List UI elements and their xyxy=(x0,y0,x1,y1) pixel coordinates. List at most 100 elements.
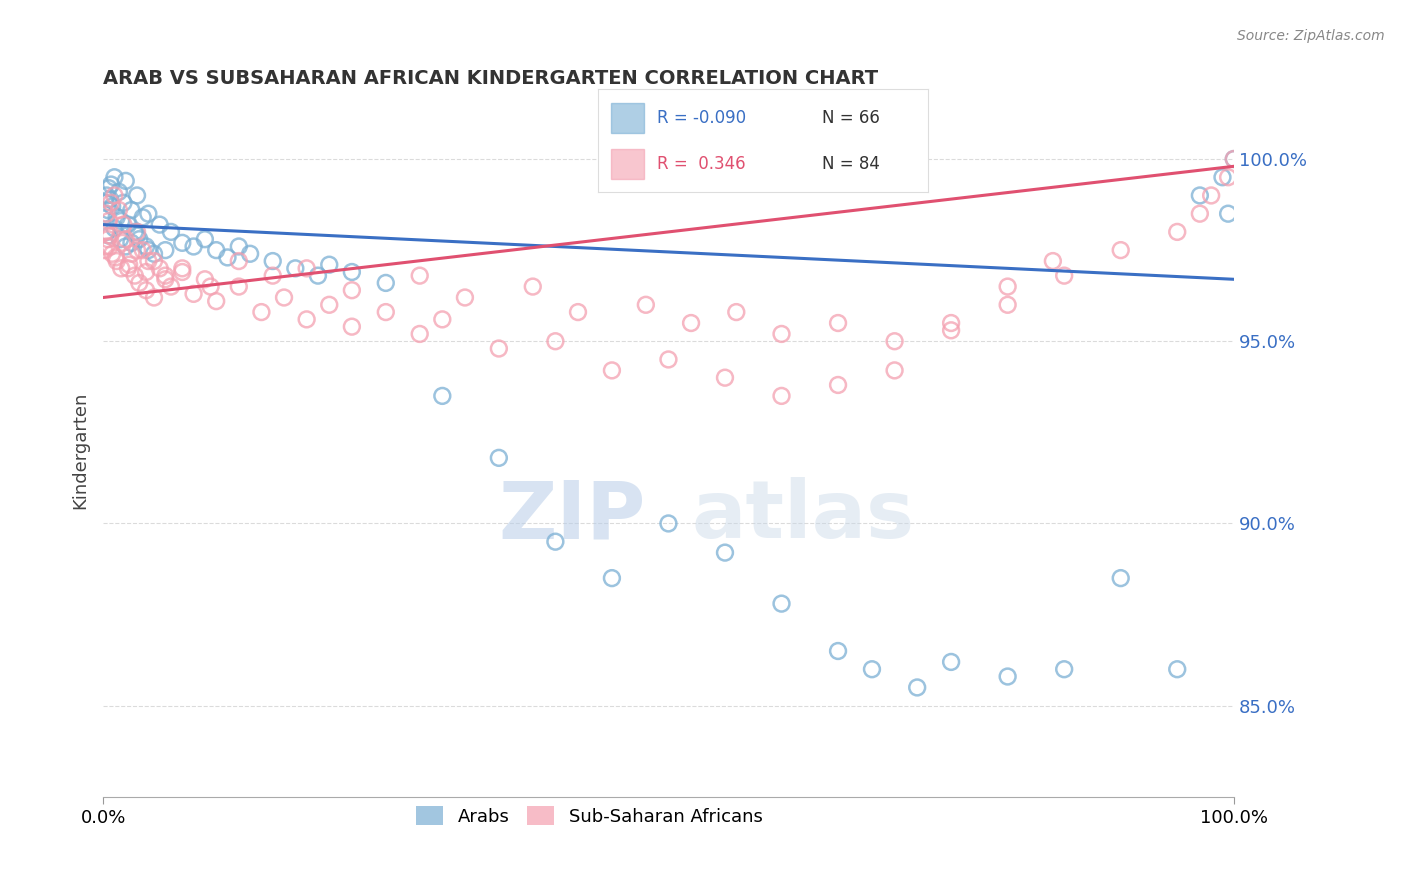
Point xyxy=(128,232,150,246)
Point xyxy=(217,251,239,265)
Point xyxy=(228,254,250,268)
Point xyxy=(657,516,679,531)
Point xyxy=(194,272,217,286)
Point xyxy=(1053,268,1076,283)
Point xyxy=(125,243,148,257)
Point xyxy=(120,246,142,260)
Point xyxy=(143,291,166,305)
Point xyxy=(112,218,135,232)
Point xyxy=(97,202,120,217)
Point xyxy=(827,378,849,392)
Point xyxy=(114,174,136,188)
Point xyxy=(105,211,128,225)
Point xyxy=(105,254,128,268)
Point xyxy=(96,207,118,221)
Point xyxy=(98,192,121,206)
Point xyxy=(939,323,962,337)
Point xyxy=(128,276,150,290)
Point xyxy=(117,261,139,276)
Point xyxy=(432,389,454,403)
Y-axis label: Kindergarten: Kindergarten xyxy=(72,392,89,509)
Point xyxy=(1042,254,1064,268)
Point xyxy=(262,268,284,283)
Point xyxy=(905,681,928,695)
Point xyxy=(110,214,132,228)
Point xyxy=(1188,207,1211,221)
Point xyxy=(110,261,132,276)
Legend: Arabs, Sub-Saharan Africans: Arabs, Sub-Saharan Africans xyxy=(409,799,770,833)
Point xyxy=(98,239,121,253)
Point xyxy=(108,185,131,199)
Point xyxy=(409,326,432,341)
Point xyxy=(544,334,567,349)
Point xyxy=(103,170,125,185)
Point xyxy=(318,258,340,272)
Point xyxy=(273,291,295,305)
Point xyxy=(93,207,115,221)
Point xyxy=(108,232,131,246)
Point xyxy=(118,258,141,272)
Point xyxy=(770,389,793,403)
Point xyxy=(155,272,177,286)
Point xyxy=(250,305,273,319)
Text: atlas: atlas xyxy=(692,477,914,555)
Point xyxy=(120,202,142,217)
Point xyxy=(725,305,748,319)
Point xyxy=(295,261,318,276)
Point xyxy=(1223,152,1246,166)
Point xyxy=(997,298,1019,312)
Point xyxy=(1166,662,1188,676)
Point xyxy=(100,178,122,192)
Point xyxy=(114,232,136,246)
Point xyxy=(295,312,318,326)
Point xyxy=(97,228,120,243)
Point xyxy=(860,662,883,676)
Point xyxy=(340,283,363,297)
Text: Source: ZipAtlas.com: Source: ZipAtlas.com xyxy=(1237,29,1385,43)
Text: ARAB VS SUBSAHARAN AFRICAN KINDERGARTEN CORRELATION CHART: ARAB VS SUBSAHARAN AFRICAN KINDERGARTEN … xyxy=(103,69,879,87)
Point xyxy=(125,228,148,243)
Point xyxy=(681,316,703,330)
Point xyxy=(111,235,134,250)
Point xyxy=(97,214,120,228)
Point xyxy=(600,571,623,585)
Point xyxy=(103,188,125,202)
Point xyxy=(997,669,1019,683)
Point xyxy=(340,319,363,334)
Point xyxy=(262,254,284,268)
Point xyxy=(124,225,146,239)
Point xyxy=(307,268,329,283)
Point xyxy=(183,286,205,301)
Point xyxy=(101,246,124,260)
Point xyxy=(228,279,250,293)
Point xyxy=(205,243,228,257)
Point xyxy=(97,232,120,246)
Point xyxy=(131,243,153,257)
Point xyxy=(374,305,396,319)
Text: N = 66: N = 66 xyxy=(823,109,880,127)
Point xyxy=(827,316,849,330)
Point xyxy=(108,202,131,217)
Point xyxy=(172,261,194,276)
Point xyxy=(112,195,135,210)
Point xyxy=(138,243,160,257)
Point xyxy=(1053,662,1076,676)
Point xyxy=(318,298,340,312)
Point xyxy=(117,218,139,232)
Point xyxy=(114,239,136,253)
Point xyxy=(94,225,117,239)
Point xyxy=(155,268,177,283)
Point xyxy=(149,218,172,232)
Text: R =  0.346: R = 0.346 xyxy=(657,155,745,173)
Point xyxy=(567,305,589,319)
Point xyxy=(205,294,228,309)
Point xyxy=(100,195,122,210)
Point xyxy=(131,211,153,225)
Point xyxy=(1223,152,1246,166)
Point xyxy=(183,239,205,253)
Text: N = 84: N = 84 xyxy=(823,155,880,173)
Point xyxy=(600,363,623,377)
Point xyxy=(94,195,117,210)
Point xyxy=(143,254,166,268)
Point xyxy=(544,534,567,549)
